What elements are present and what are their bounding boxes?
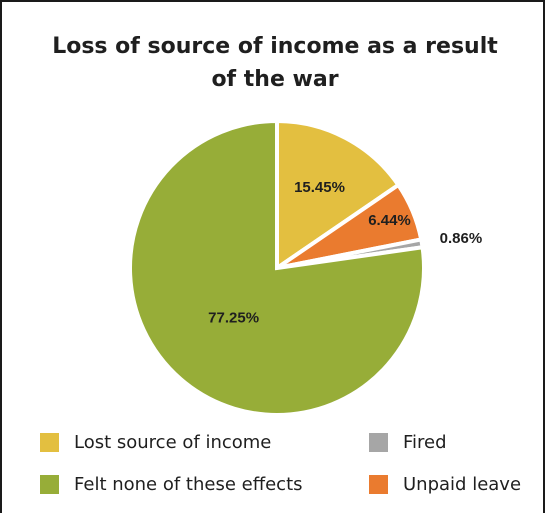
data-label: 0.86% [440, 230, 483, 247]
chart-title: Loss of source of income as a result of … [52, 34, 498, 92]
pie-slice-felt-none-of-these-effects [127, 118, 426, 417]
data-label: 77.25% [208, 310, 259, 327]
data-label: 6.44% [368, 212, 411, 229]
pie-slice-lost-source-of-income [275, 118, 402, 272]
data-label: 15.45% [294, 179, 345, 196]
